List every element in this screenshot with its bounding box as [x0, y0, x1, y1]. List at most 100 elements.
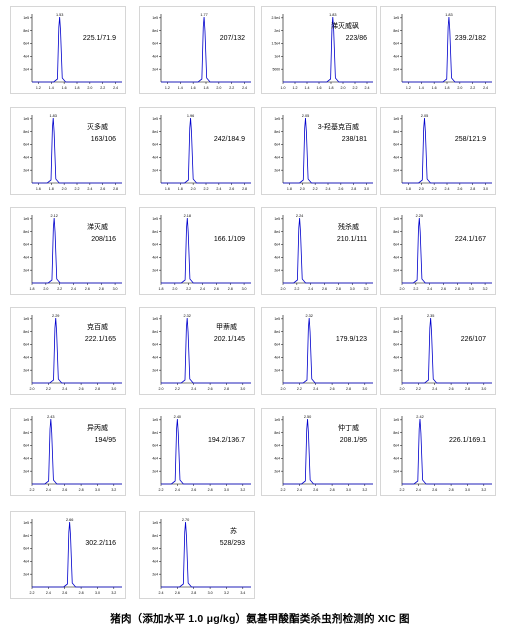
x-tick-label: 2.6 [175, 591, 180, 595]
y-tick-label: 1e5 [23, 521, 29, 525]
x-tick-label: 1.6 [62, 86, 67, 90]
y-tick-label: 4e4 [274, 457, 280, 461]
x-tick-label: 2.0 [400, 387, 405, 391]
panel-frame [261, 307, 377, 395]
xic-chart: 2.2 2.4 2.6 2.8 3.0 3.2 2e4 4e4 6e4 8e4 1e5 2.66 302… [10, 511, 126, 599]
mrm-transition: 225.1/71.9 [83, 35, 116, 42]
xic-trace [402, 317, 492, 384]
compound-name: 3-羟基克百威 [318, 122, 359, 131]
x-tick-label: 2.4 [200, 287, 205, 291]
x-tick-label: 2.8 [208, 488, 213, 492]
x-tick-label: 2.2 [175, 387, 180, 391]
x-tick-label: 2.8 [470, 187, 475, 191]
y-tick-label: 1e5 [393, 16, 399, 20]
y-tick-label: 6e4 [393, 42, 399, 46]
y-tick-label: 8e4 [23, 330, 29, 334]
x-tick-label: 3.2 [224, 591, 229, 595]
x-tick-label: 2.6 [457, 187, 462, 191]
panel-frame [380, 107, 496, 195]
x-tick-label: 1.6 [191, 86, 196, 90]
x-tick-label: 2.4 [365, 86, 370, 90]
y-tick-label: 4e4 [23, 156, 29, 160]
compound-name: 甲萘威 [216, 322, 237, 331]
xic-panel: 2.4 2.6 2.8 3.0 3.2 3.4 2e4 4e4 6e4 8e4 1e5 2.70 苏 52… [139, 511, 255, 599]
xic-chart: 2.0 2.2 2.4 2.6 2.8 3.0 2e4 4e4 6e4 8e4 1e5 2.35 226… [380, 307, 496, 395]
x-tick-label: 2.6 [100, 187, 105, 191]
x-tick-label: 3.2 [362, 488, 367, 492]
x-tick-label: 2.2 [30, 591, 35, 595]
x-tick-label: 3.2 [111, 488, 116, 492]
y-tick-label: 8e4 [152, 431, 158, 435]
y-tick-label: 8e4 [152, 29, 158, 33]
xic-chart: 2.2 2.4 2.6 2.8 3.0 3.2 2e4 4e4 6e4 8e4 1e5 2.40 194… [139, 408, 255, 496]
peak-rt-label: 1.83 [50, 114, 57, 118]
y-tick-label: 1e5 [393, 117, 399, 121]
mrm-transition: 208/116 [91, 236, 116, 243]
y-tick-label: 4e4 [393, 156, 399, 160]
x-tick-label: 2.8 [351, 187, 356, 191]
y-tick-label: 6e4 [393, 343, 399, 347]
peak-rt-label: 2.25 [416, 214, 423, 218]
xic-panel: 2.0 2.2 2.4 2.6 2.8 3.0 2e4 4e4 6e4 8e4 1e5 2.32 179… [261, 307, 377, 395]
xic-trace [32, 317, 122, 384]
compound-name: 涕灭威 [87, 222, 108, 231]
x-tick-label: 2.4 [62, 387, 67, 391]
y-tick-label: 6e4 [23, 444, 29, 448]
xic-chart: 2.2 2.4 2.6 2.8 3.0 3.2 2e4 4e4 6e4 8e4 1e5 2.42 226… [380, 408, 496, 496]
y-tick-label: 2e4 [152, 368, 158, 372]
y-tick-label: 4e4 [23, 457, 29, 461]
x-tick-label: 1.4 [419, 86, 424, 90]
x-tick-label: 2.2 [413, 287, 418, 291]
y-tick-label: 8e4 [23, 230, 29, 234]
panel-frame [380, 207, 496, 295]
x-tick-label: 2.6 [313, 488, 318, 492]
x-tick-label: 3.0 [346, 488, 351, 492]
y-tick-label: 8e4 [274, 230, 280, 234]
peak-rt-label: 2.05 [302, 114, 309, 118]
mrm-transition: 163/106 [91, 136, 116, 143]
xic-trace [32, 217, 122, 284]
y-tick-label: 2e4 [23, 168, 29, 172]
xic-chart: 1.8 2.0 2.2 2.4 2.6 2.8 3.0 2e4 4e4 6e4 8e4 1e5 2.12… [10, 207, 126, 295]
y-tick-label: 8e4 [152, 534, 158, 538]
y-tick-label: 6e4 [23, 143, 29, 147]
mrm-transition: 207/132 [220, 35, 245, 42]
x-tick-label: 2.2 [313, 187, 318, 191]
x-tick-label: 2.0 [300, 187, 305, 191]
y-tick-label: 2e4 [23, 67, 29, 71]
x-tick-label: 3.0 [240, 387, 245, 391]
panel-frame [139, 307, 255, 395]
peak-rt-label: 2.35 [427, 314, 434, 318]
x-tick-label: 2.2 [470, 86, 475, 90]
x-tick-label: 2.2 [46, 387, 51, 391]
x-tick-label: 3.0 [113, 287, 118, 291]
x-tick-label: 2.0 [281, 287, 286, 291]
peak-rt-label: 2.12 [50, 214, 57, 218]
xic-panel: 2.0 2.2 2.4 2.6 2.8 3.0 2e4 4e4 6e4 8e4 1e5 2.35 226… [380, 307, 496, 395]
xic-chart: 2.0 2.2 2.4 2.6 2.8 3.0 2e4 4e4 6e4 8e4 1e5 2.32 甲萘威… [139, 307, 255, 395]
panel-frame [139, 107, 255, 195]
xic-trace [161, 117, 251, 184]
xic-chart: 2.2 2.4 2.6 2.8 3.0 3.2 2e4 4e4 6e4 8e4 1e5 2.50 仲丁威… [261, 408, 377, 496]
x-tick-label: 1.2 [293, 86, 298, 90]
xic-chart: 1.8 2.0 2.2 2.4 2.6 2.8 3.0 2e4 4e4 6e4 8e4 1e5 2.05… [261, 107, 377, 195]
y-tick-label: 8e4 [152, 230, 158, 234]
peak-rt-label: 1.83 [445, 13, 452, 17]
y-tick-label: 6e4 [23, 243, 29, 247]
y-tick-label: 6e4 [23, 42, 29, 46]
y-tick-label: 1e5 [152, 521, 158, 525]
y-tick-label: 8e4 [152, 330, 158, 334]
x-tick-label: 2.6 [208, 387, 213, 391]
x-tick-label: 2.8 [336, 287, 341, 291]
xic-trace [32, 16, 122, 83]
x-tick-label: 3.2 [364, 287, 369, 291]
y-tick-label: 2e4 [393, 268, 399, 272]
x-tick-label: 2.8 [95, 387, 100, 391]
x-tick-label: 2.0 [457, 86, 462, 90]
x-tick-label: 1.6 [36, 187, 41, 191]
y-tick-label: 4e4 [274, 156, 280, 160]
panel-frame [261, 6, 377, 94]
x-tick-label: 2.8 [228, 287, 233, 291]
x-tick-label: 1.8 [159, 287, 164, 291]
x-tick-label: 2.6 [330, 387, 335, 391]
